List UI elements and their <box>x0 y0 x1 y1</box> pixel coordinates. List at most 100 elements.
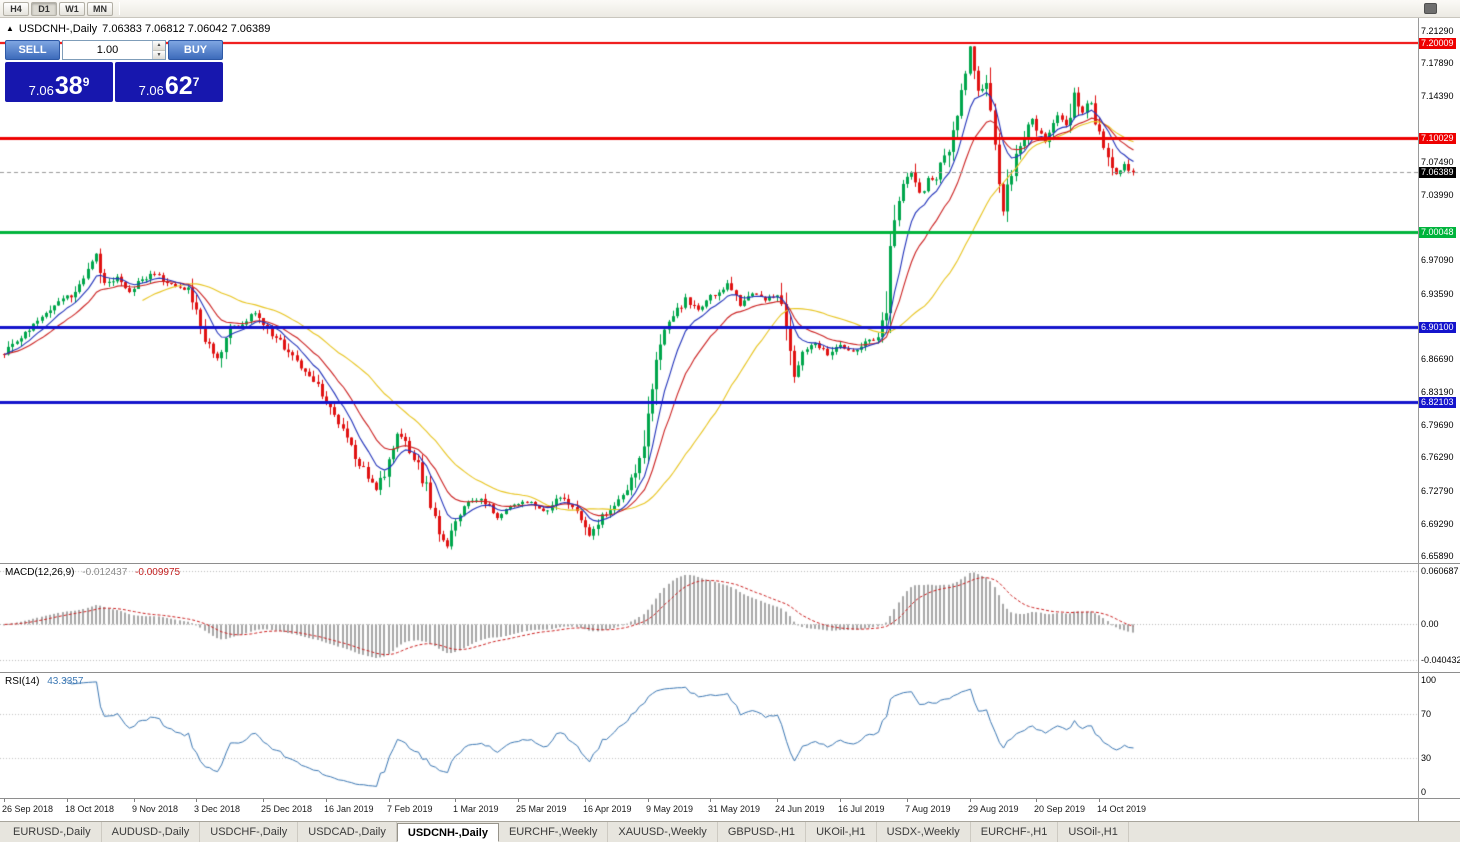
volume-up-icon[interactable]: ▲ <box>153 41 165 51</box>
rsi-value: 43.3357 <box>47 676 84 687</box>
date-axis-divider <box>0 798 1460 799</box>
chart-tab-usdcnh[interactable]: USDCNH-,Daily <box>396 823 499 842</box>
date-label: 25 Dec 2018 <box>261 804 313 814</box>
macd-panel-divider[interactable] <box>0 563 1460 564</box>
chart-tab-eurchf[interactable]: EURCHF-,H1 <box>971 822 1059 842</box>
rsi-axis-label: 100 <box>1421 675 1437 685</box>
date-tick <box>585 799 586 802</box>
date-label: 9 May 2019 <box>646 804 694 814</box>
date-label: 16 Jan 2019 <box>324 804 374 814</box>
price-tick-label: 6.79690 <box>1421 420 1454 430</box>
rsi-name: RSI(14) <box>5 676 40 687</box>
date-label: 16 Apr 2019 <box>583 804 632 814</box>
date-tick <box>326 799 327 802</box>
sell-price-big: 38 <box>54 72 83 100</box>
chart-tab-xauusd[interactable]: XAUUSD-,Weekly <box>608 822 718 842</box>
chart-tab-usoil[interactable]: USOil-,H1 <box>1058 822 1129 842</box>
date-label: 14 Oct 2019 <box>1097 804 1147 814</box>
date-label: 16 Jul 2019 <box>838 804 885 814</box>
volume-down-icon[interactable]: ▼ <box>153 50 165 59</box>
macd-signal-value: -0.009975 <box>135 567 181 578</box>
buy-price-big: 62 <box>164 72 193 100</box>
macd-axis-label: 0.060687 <box>1421 566 1459 576</box>
sell-button[interactable]: SELL <box>5 40 60 60</box>
date-tick <box>196 799 197 802</box>
date-label: 3 Dec 2018 <box>194 804 241 814</box>
price-tick-label: 7.17890 <box>1421 58 1454 68</box>
date-label: 7 Feb 2019 <box>387 804 433 814</box>
date-tick <box>1036 799 1037 802</box>
date-label: 7 Aug 2019 <box>905 804 951 814</box>
chart-tab-eurchf[interactable]: EURCHF-,Weekly <box>499 822 609 842</box>
date-tick <box>134 799 135 802</box>
collapse-arrow-icon[interactable]: ▲ <box>6 24 14 33</box>
macd-panel-canvas[interactable] <box>0 564 1418 672</box>
chart-window: ▲ USDCNH-,Daily 7.06383 7.06812 7.06042 … <box>0 18 1460 821</box>
main-chart-canvas[interactable] <box>0 18 1418 563</box>
buy-price-panel[interactable]: 7.06 62 7 <box>115 62 223 102</box>
timeframe-button-h4[interactable]: H4 <box>3 1 29 16</box>
price-tick-label: 6.76290 <box>1421 452 1454 462</box>
chart-tab-usdx[interactable]: USDX-,Weekly <box>877 822 971 842</box>
toolbar-corner-button[interactable] <box>1424 3 1437 14</box>
sell-price-small: 7.06 <box>28 83 54 98</box>
level-price-tag: 7.00048 <box>1419 227 1456 238</box>
macd-name: MACD(12,26,9) <box>5 567 75 578</box>
date-tick <box>1099 799 1100 802</box>
chart-tab-ukoil[interactable]: UKOil-,H1 <box>806 822 877 842</box>
buy-button[interactable]: BUY <box>168 40 223 60</box>
sell-price-panel[interactable]: 7.06 38 9 <box>5 62 113 102</box>
current-price-tag: 7.06389 <box>1419 167 1456 178</box>
chart-tab-gbpusd[interactable]: GBPUSD-,H1 <box>718 822 807 842</box>
level-price-tag: 7.10029 <box>1419 133 1456 144</box>
date-tick <box>455 799 456 802</box>
volume-value[interactable]: 1.00 <box>96 44 119 56</box>
volume-input[interactable]: 1.00 ▲ ▼ <box>62 40 166 60</box>
price-tick-label: 6.69290 <box>1421 519 1454 529</box>
sell-price-sup: 9 <box>82 75 90 89</box>
date-tick <box>840 799 841 802</box>
date-label: 9 Nov 2018 <box>132 804 179 814</box>
date-label: 20 Sep 2019 <box>1034 804 1086 814</box>
date-tick <box>907 799 908 802</box>
price-axis-border <box>1418 18 1419 821</box>
rsi-axis-label: 70 <box>1421 709 1432 719</box>
macd-axis-label: 0.00 <box>1421 619 1439 629</box>
level-price-tag: 6.82103 <box>1419 397 1456 408</box>
date-tick <box>777 799 778 802</box>
chart-tab-usdchf[interactable]: USDCHF-,Daily <box>200 822 299 842</box>
rsi-panel-canvas[interactable] <box>0 673 1418 798</box>
chart-tab-usdcad[interactable]: USDCAD-,Daily <box>298 822 397 842</box>
date-label: 25 Mar 2019 <box>516 804 567 814</box>
chart-tab-audusd[interactable]: AUDUSD-,Daily <box>102 822 201 842</box>
chart-tab-eurusd[interactable]: EURUSD-,Daily <box>3 822 102 842</box>
chart-ohlc-values: 7.06383 7.06812 7.06042 7.06389 <box>102 23 271 35</box>
level-price-tag: 6.90100 <box>1419 322 1456 333</box>
date-tick <box>4 799 5 802</box>
level-price-tag: 7.20009 <box>1419 38 1456 49</box>
price-tick-label: 6.72790 <box>1421 486 1454 496</box>
price-tick-label: 7.21290 <box>1421 26 1454 36</box>
chart-title: ▲ USDCNH-,Daily 7.06383 7.06812 7.06042 … <box>6 23 270 35</box>
date-tick <box>518 799 519 802</box>
date-label: 24 Jun 2019 <box>775 804 825 814</box>
date-label: 29 Aug 2019 <box>968 804 1019 814</box>
chart-tabbar: EURUSD-,Daily AUDUSD-,Daily USDCHF-,Daily U… <box>0 821 1460 842</box>
price-tick-label: 7.03990 <box>1421 190 1454 200</box>
rsi-panel-divider[interactable] <box>0 672 1460 673</box>
timeframe-button-d1[interactable]: D1 <box>31 1 57 16</box>
timeframe-button-w1[interactable]: W1 <box>59 1 85 16</box>
one-click-trading-widget: SELL 1.00 ▲ ▼ BUY 7.06 38 9 7.06 62 7 <box>5 40 223 102</box>
price-tick-label: 6.65890 <box>1421 551 1454 561</box>
date-label: 31 May 2019 <box>708 804 761 814</box>
rsi-indicator-label: RSI(14) 43.3357 <box>5 676 83 687</box>
timeframe-button-mn[interactable]: MN <box>87 1 113 16</box>
price-tick-label: 6.93590 <box>1421 289 1454 299</box>
date-label: 26 Sep 2018 <box>2 804 54 814</box>
price-tick-label: 6.83190 <box>1421 387 1454 397</box>
macd-main-value: -0.012437 <box>82 567 128 578</box>
date-tick <box>67 799 68 802</box>
buy-price-sup: 7 <box>192 75 200 89</box>
date-axis[interactable]: 26 Sep 2018 18 Oct 2018 9 Nov 2018 3 Dec 20… <box>0 799 1418 821</box>
date-tick <box>648 799 649 802</box>
